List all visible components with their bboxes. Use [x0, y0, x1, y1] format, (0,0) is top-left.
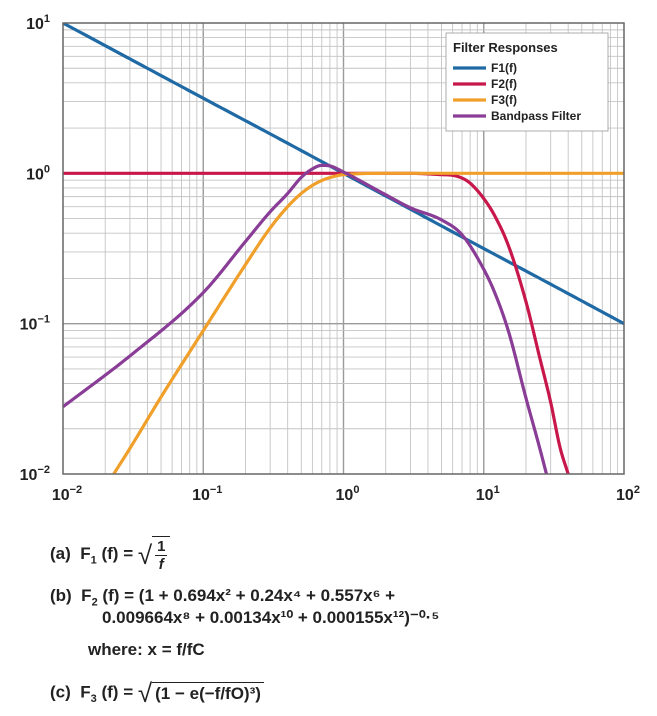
equation-c: (c) F3 (f) = √ (1 − e(−f/fO)³) — [50, 680, 264, 706]
equation-c-sqrt: √ (1 − e(−f/fO)³) — [138, 680, 264, 706]
equation-a-fraction: 1 f — [155, 538, 168, 573]
legend-item-label: Bandpass Filter — [491, 109, 581, 123]
equation-a-sub: 1 — [90, 554, 97, 567]
x-tick-label: 10−1 — [192, 484, 222, 504]
y-tick-label: 100 — [26, 163, 50, 183]
x-tick-label: 101 — [476, 484, 500, 504]
equation-c-func: F — [80, 682, 91, 702]
series-layer — [63, 23, 624, 474]
x-axis-tick-labels: 10−2 10−1 100 101 102 — [52, 484, 640, 504]
equation-a-func: F — [80, 543, 91, 563]
equation-b-label: (b) — [50, 586, 72, 605]
legend: Filter Responses F1(f) F2(f) F3(f) Bandpass… — [445, 32, 609, 132]
x-tick-label: 102 — [616, 484, 640, 504]
series-line-4 — [63, 163, 549, 474]
y-tick-label: 101 — [26, 13, 50, 33]
equation-a-arg: (f) = — [101, 543, 138, 563]
equation-c-sub: 3 — [90, 692, 97, 705]
equation-c-label: (c) — [50, 682, 71, 702]
legend-item-label: F3(f) — [491, 93, 517, 107]
equation-b-continued: 0.009664x⁸ + 0.00134x¹⁰ + 0.000155x¹²)⁻⁰… — [102, 608, 439, 628]
x-tick-label: 100 — [336, 484, 360, 504]
y-tick-label: 10−1 — [20, 314, 50, 334]
equation-b-sub: 2 — [91, 596, 98, 609]
equation-b-line1: (f) = (1 + 0.694x² + 0.24x⁴ + 0.557x⁶ + — [102, 586, 396, 605]
equation-b-where-text: where: x = f/fC — [88, 640, 205, 659]
plot-frame — [62, 22, 625, 475]
equation-a: (a) F1 (f) = √ 1 f — [50, 536, 171, 573]
legend-items: F1(f) F2(f) F3(f) Bandpass Filter — [453, 61, 581, 123]
chart: 10−2 10−1 100 101 102 101 100 10−1 10−2 Filter … — [20, 13, 640, 504]
equation-c-arg: (f) = — [101, 682, 138, 702]
equation-a-sqrt: √ 1 f — [138, 536, 171, 573]
equation-b: (b) F2 (f) = (1 + 0.694x² + 0.24x⁴ + 0.5… — [50, 586, 395, 608]
equation-a-den: f — [158, 556, 164, 573]
equation-c-body: (1 − e(−f/fO)³) — [152, 682, 264, 704]
equation-b-func: F — [81, 586, 92, 605]
equation-a-label: (a) — [50, 543, 71, 563]
equation-b-where: where: x = f/fC — [88, 640, 205, 660]
equation-b-line2: 0.009664x⁸ + 0.00134x¹⁰ + 0.000155x¹²)⁻⁰… — [102, 608, 440, 627]
sqrt-symbol: √ — [137, 539, 153, 570]
y-axis-tick-labels: 101 100 10−1 10−2 — [20, 13, 50, 484]
legend-item-label: F1(f) — [491, 61, 517, 75]
y-tick-label: 10−2 — [20, 464, 50, 484]
equation-a-num: 1 — [155, 538, 168, 556]
legend-title: Filter Responses — [453, 40, 558, 55]
x-tick-label: 10−2 — [52, 484, 82, 504]
sqrt-symbol: √ — [137, 678, 153, 708]
legend-item-label: F2(f) — [491, 77, 517, 91]
series-line-3 — [112, 171, 624, 474]
